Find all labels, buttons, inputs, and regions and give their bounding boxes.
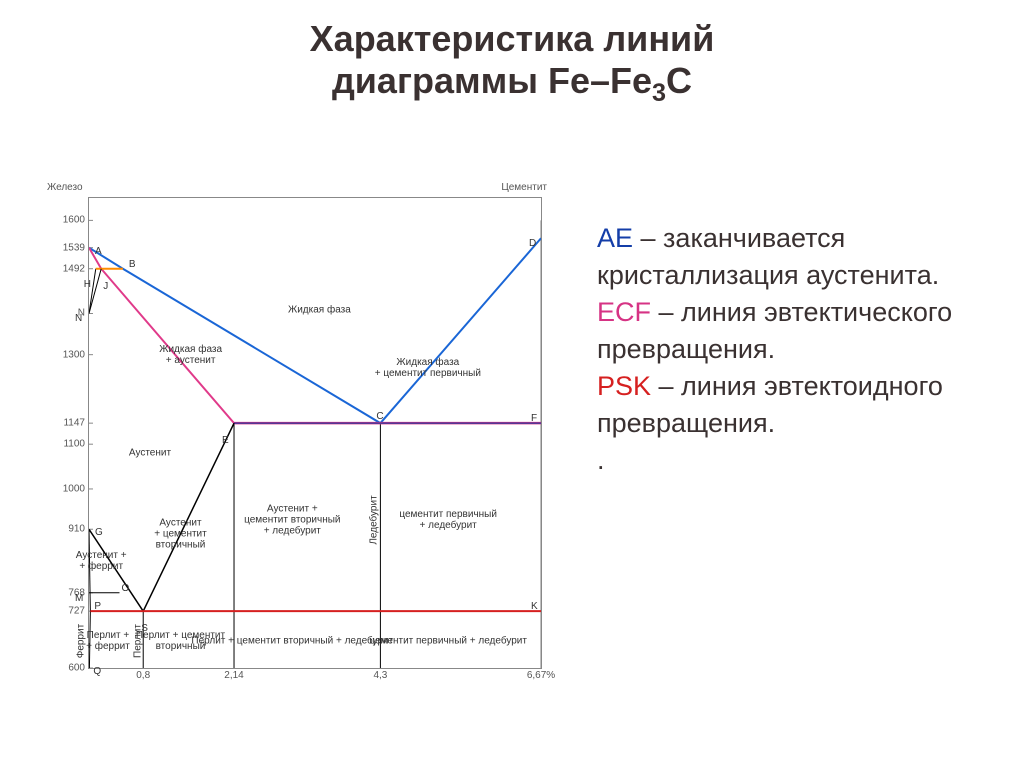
- region-label-6: Аустенит + цементит вторичный + ледебури…: [244, 504, 340, 537]
- point-Q: Q: [93, 666, 101, 677]
- ytick-1100: 1100: [63, 439, 85, 450]
- line-ABCD_liquidus: [89, 238, 541, 423]
- point-J: J: [103, 281, 108, 292]
- region-label-3: Аустенит: [129, 448, 171, 459]
- region-label-10: Перлит + цементит вторичный + ледебурит: [191, 636, 393, 647]
- vlabel-0: Феррит: [75, 624, 86, 658]
- region-label-5: Аустенит + цементит вторичный: [154, 517, 207, 550]
- explanation-text: AE – заканчивается кристаллизация аустен…: [597, 220, 997, 479]
- region-label-1: Жидкая фаза + аустенит: [159, 344, 222, 366]
- page-title: Характеристика линий диаграммы Fe–Fe3C: [0, 18, 1024, 114]
- point-M: M: [75, 593, 83, 604]
- line-code-ae: AE: [597, 223, 633, 253]
- vlabel-1: Перлит: [132, 624, 143, 658]
- title-line2-sub: 3: [652, 79, 666, 107]
- point-G: G: [95, 527, 103, 538]
- region-label-2: Жидкая фаза + цементит первичный: [375, 357, 481, 379]
- ytick-600: 600: [68, 663, 85, 674]
- xtick-6.67: 6,67%: [527, 670, 555, 681]
- point-K: K: [531, 601, 538, 612]
- title-line2: диаграммы Fe–Fe3C: [0, 60, 1024, 114]
- ytick-910: 910: [68, 524, 85, 535]
- ytick-1600: 1600: [63, 215, 85, 226]
- title-line2-suffix: C: [666, 60, 692, 101]
- title-line2-prefix: диаграммы Fe–Fe: [332, 60, 652, 101]
- point-C: C: [376, 411, 383, 422]
- region-label-11: цементит первичный + ледебурит: [369, 636, 527, 647]
- diagram-svg: [89, 198, 541, 668]
- line-code-ecf: ECF: [597, 297, 651, 327]
- ytick-1000: 1000: [63, 483, 85, 494]
- point-A: A: [95, 246, 102, 257]
- point-H: H: [84, 279, 91, 290]
- xtick-4.3: 4,3: [373, 670, 387, 681]
- point-B: B: [129, 259, 136, 270]
- ytick-1147: 1147: [63, 418, 85, 429]
- region-label-7: цементит первичный + ледебурит: [399, 509, 497, 531]
- ytick-1539: 1539: [63, 242, 85, 253]
- region-label-8: Перлит + + феррит: [86, 630, 130, 652]
- point-P: P: [94, 601, 101, 612]
- ytick-727: 727: [68, 606, 85, 617]
- vlabel-2: Ледебурит: [368, 496, 379, 545]
- axis-label-right: Цементит: [501, 182, 547, 193]
- axis-label-left: Железо: [47, 182, 83, 193]
- point-N: N: [75, 313, 82, 324]
- ytick-1492: 1492: [63, 263, 85, 274]
- phase-diagram: 6007277689101000110011471300N14921539160…: [88, 197, 542, 669]
- ytick-1300: 1300: [63, 349, 85, 360]
- title-line1: Характеристика линий: [0, 18, 1024, 60]
- point-F: F: [531, 413, 537, 424]
- point-E: E: [222, 435, 229, 446]
- point-D: D: [529, 238, 536, 249]
- region-label-0: Жидкая фаза: [288, 304, 351, 315]
- line-AE_austenite_end: [89, 248, 234, 423]
- line-code-psk: PSK: [597, 371, 651, 401]
- region-label-4: Аустенит + + феррит: [76, 550, 127, 572]
- xtick-2.14: 2,14: [224, 670, 243, 681]
- xtick-0.8: 0,8: [136, 670, 150, 681]
- point-O: O: [121, 583, 129, 594]
